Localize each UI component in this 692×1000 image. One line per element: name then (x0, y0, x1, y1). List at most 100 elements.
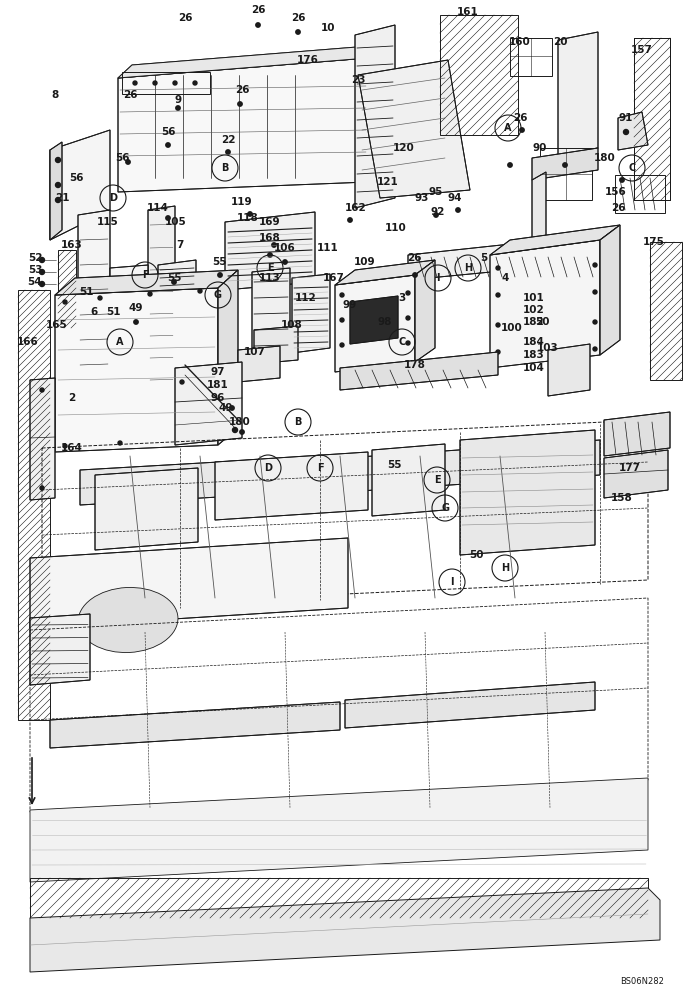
Text: C: C (399, 337, 406, 347)
Text: D: D (264, 463, 272, 473)
Circle shape (40, 486, 44, 490)
Text: 20: 20 (553, 37, 567, 47)
Circle shape (55, 198, 60, 202)
Text: 51: 51 (106, 307, 120, 317)
Text: 9: 9 (174, 95, 181, 105)
Polygon shape (50, 130, 110, 240)
Text: 160: 160 (509, 37, 531, 47)
Text: A: A (504, 123, 512, 133)
Circle shape (39, 257, 44, 262)
Text: 105: 105 (165, 217, 187, 227)
Text: 119: 119 (231, 197, 253, 207)
Text: 26: 26 (611, 203, 626, 213)
Text: 4: 4 (501, 273, 509, 283)
Text: 100: 100 (501, 323, 523, 333)
Circle shape (118, 441, 122, 445)
Text: 56: 56 (69, 173, 83, 183)
Text: 156: 156 (605, 187, 627, 197)
Circle shape (126, 160, 130, 164)
Polygon shape (30, 778, 648, 882)
Circle shape (406, 316, 410, 320)
Polygon shape (490, 240, 600, 368)
Circle shape (456, 208, 460, 212)
Text: H: H (464, 263, 472, 273)
Text: 95: 95 (429, 187, 443, 197)
Circle shape (133, 81, 137, 85)
Text: 102: 102 (523, 305, 545, 315)
Circle shape (340, 343, 344, 347)
Circle shape (230, 406, 234, 410)
Text: 3: 3 (399, 293, 406, 303)
Text: 53: 53 (28, 265, 42, 275)
Circle shape (593, 290, 597, 294)
Circle shape (63, 300, 67, 304)
Circle shape (172, 280, 176, 284)
Circle shape (218, 273, 222, 277)
Polygon shape (30, 614, 90, 685)
Text: 181: 181 (207, 380, 229, 390)
Polygon shape (110, 265, 148, 298)
Text: 113: 113 (259, 273, 281, 283)
Text: 97: 97 (211, 367, 226, 377)
Circle shape (98, 296, 102, 300)
Polygon shape (95, 468, 198, 550)
Polygon shape (55, 270, 238, 295)
Polygon shape (238, 346, 280, 382)
Polygon shape (490, 225, 620, 255)
Circle shape (148, 292, 152, 296)
Text: 120: 120 (393, 143, 415, 153)
Text: 163: 163 (61, 240, 83, 250)
Text: D: D (109, 193, 117, 203)
Polygon shape (345, 682, 595, 728)
Text: 55: 55 (167, 273, 181, 283)
Circle shape (40, 388, 44, 392)
Circle shape (176, 106, 180, 110)
Polygon shape (252, 268, 290, 360)
Circle shape (166, 143, 170, 147)
Text: 168: 168 (259, 233, 281, 243)
Text: 55: 55 (212, 257, 226, 267)
Text: H: H (501, 563, 509, 573)
Text: 165: 165 (46, 320, 68, 330)
Circle shape (134, 320, 138, 324)
Text: 26: 26 (235, 85, 249, 95)
Text: 121: 121 (377, 177, 399, 187)
Polygon shape (292, 274, 330, 353)
Text: 50: 50 (535, 317, 549, 327)
Polygon shape (350, 296, 398, 344)
Text: 8: 8 (51, 90, 59, 100)
Circle shape (39, 282, 44, 286)
Polygon shape (118, 58, 368, 192)
Circle shape (166, 216, 170, 220)
Polygon shape (368, 45, 382, 182)
Circle shape (496, 323, 500, 327)
Circle shape (348, 218, 352, 222)
Text: I: I (450, 577, 454, 587)
Text: E: E (266, 263, 273, 273)
Circle shape (413, 273, 417, 277)
Text: 26: 26 (122, 90, 137, 100)
Text: F: F (142, 270, 148, 280)
Polygon shape (80, 455, 340, 505)
Circle shape (180, 380, 184, 384)
Circle shape (406, 291, 410, 295)
Circle shape (593, 320, 597, 324)
Circle shape (178, 438, 182, 442)
Text: 161: 161 (457, 7, 479, 17)
Ellipse shape (78, 587, 178, 653)
Text: 52: 52 (28, 253, 42, 263)
Polygon shape (345, 440, 600, 492)
Text: 169: 169 (260, 217, 281, 227)
Text: 26: 26 (251, 5, 265, 15)
Text: 106: 106 (274, 243, 296, 253)
Circle shape (520, 128, 525, 132)
Polygon shape (372, 444, 445, 516)
Text: 98: 98 (378, 317, 392, 327)
Circle shape (213, 436, 217, 440)
Text: 23: 23 (351, 75, 365, 85)
Text: 114: 114 (147, 203, 169, 213)
Text: F: F (317, 463, 323, 473)
Text: 110: 110 (385, 223, 407, 233)
Text: 176: 176 (297, 55, 319, 65)
Text: E: E (434, 475, 440, 485)
